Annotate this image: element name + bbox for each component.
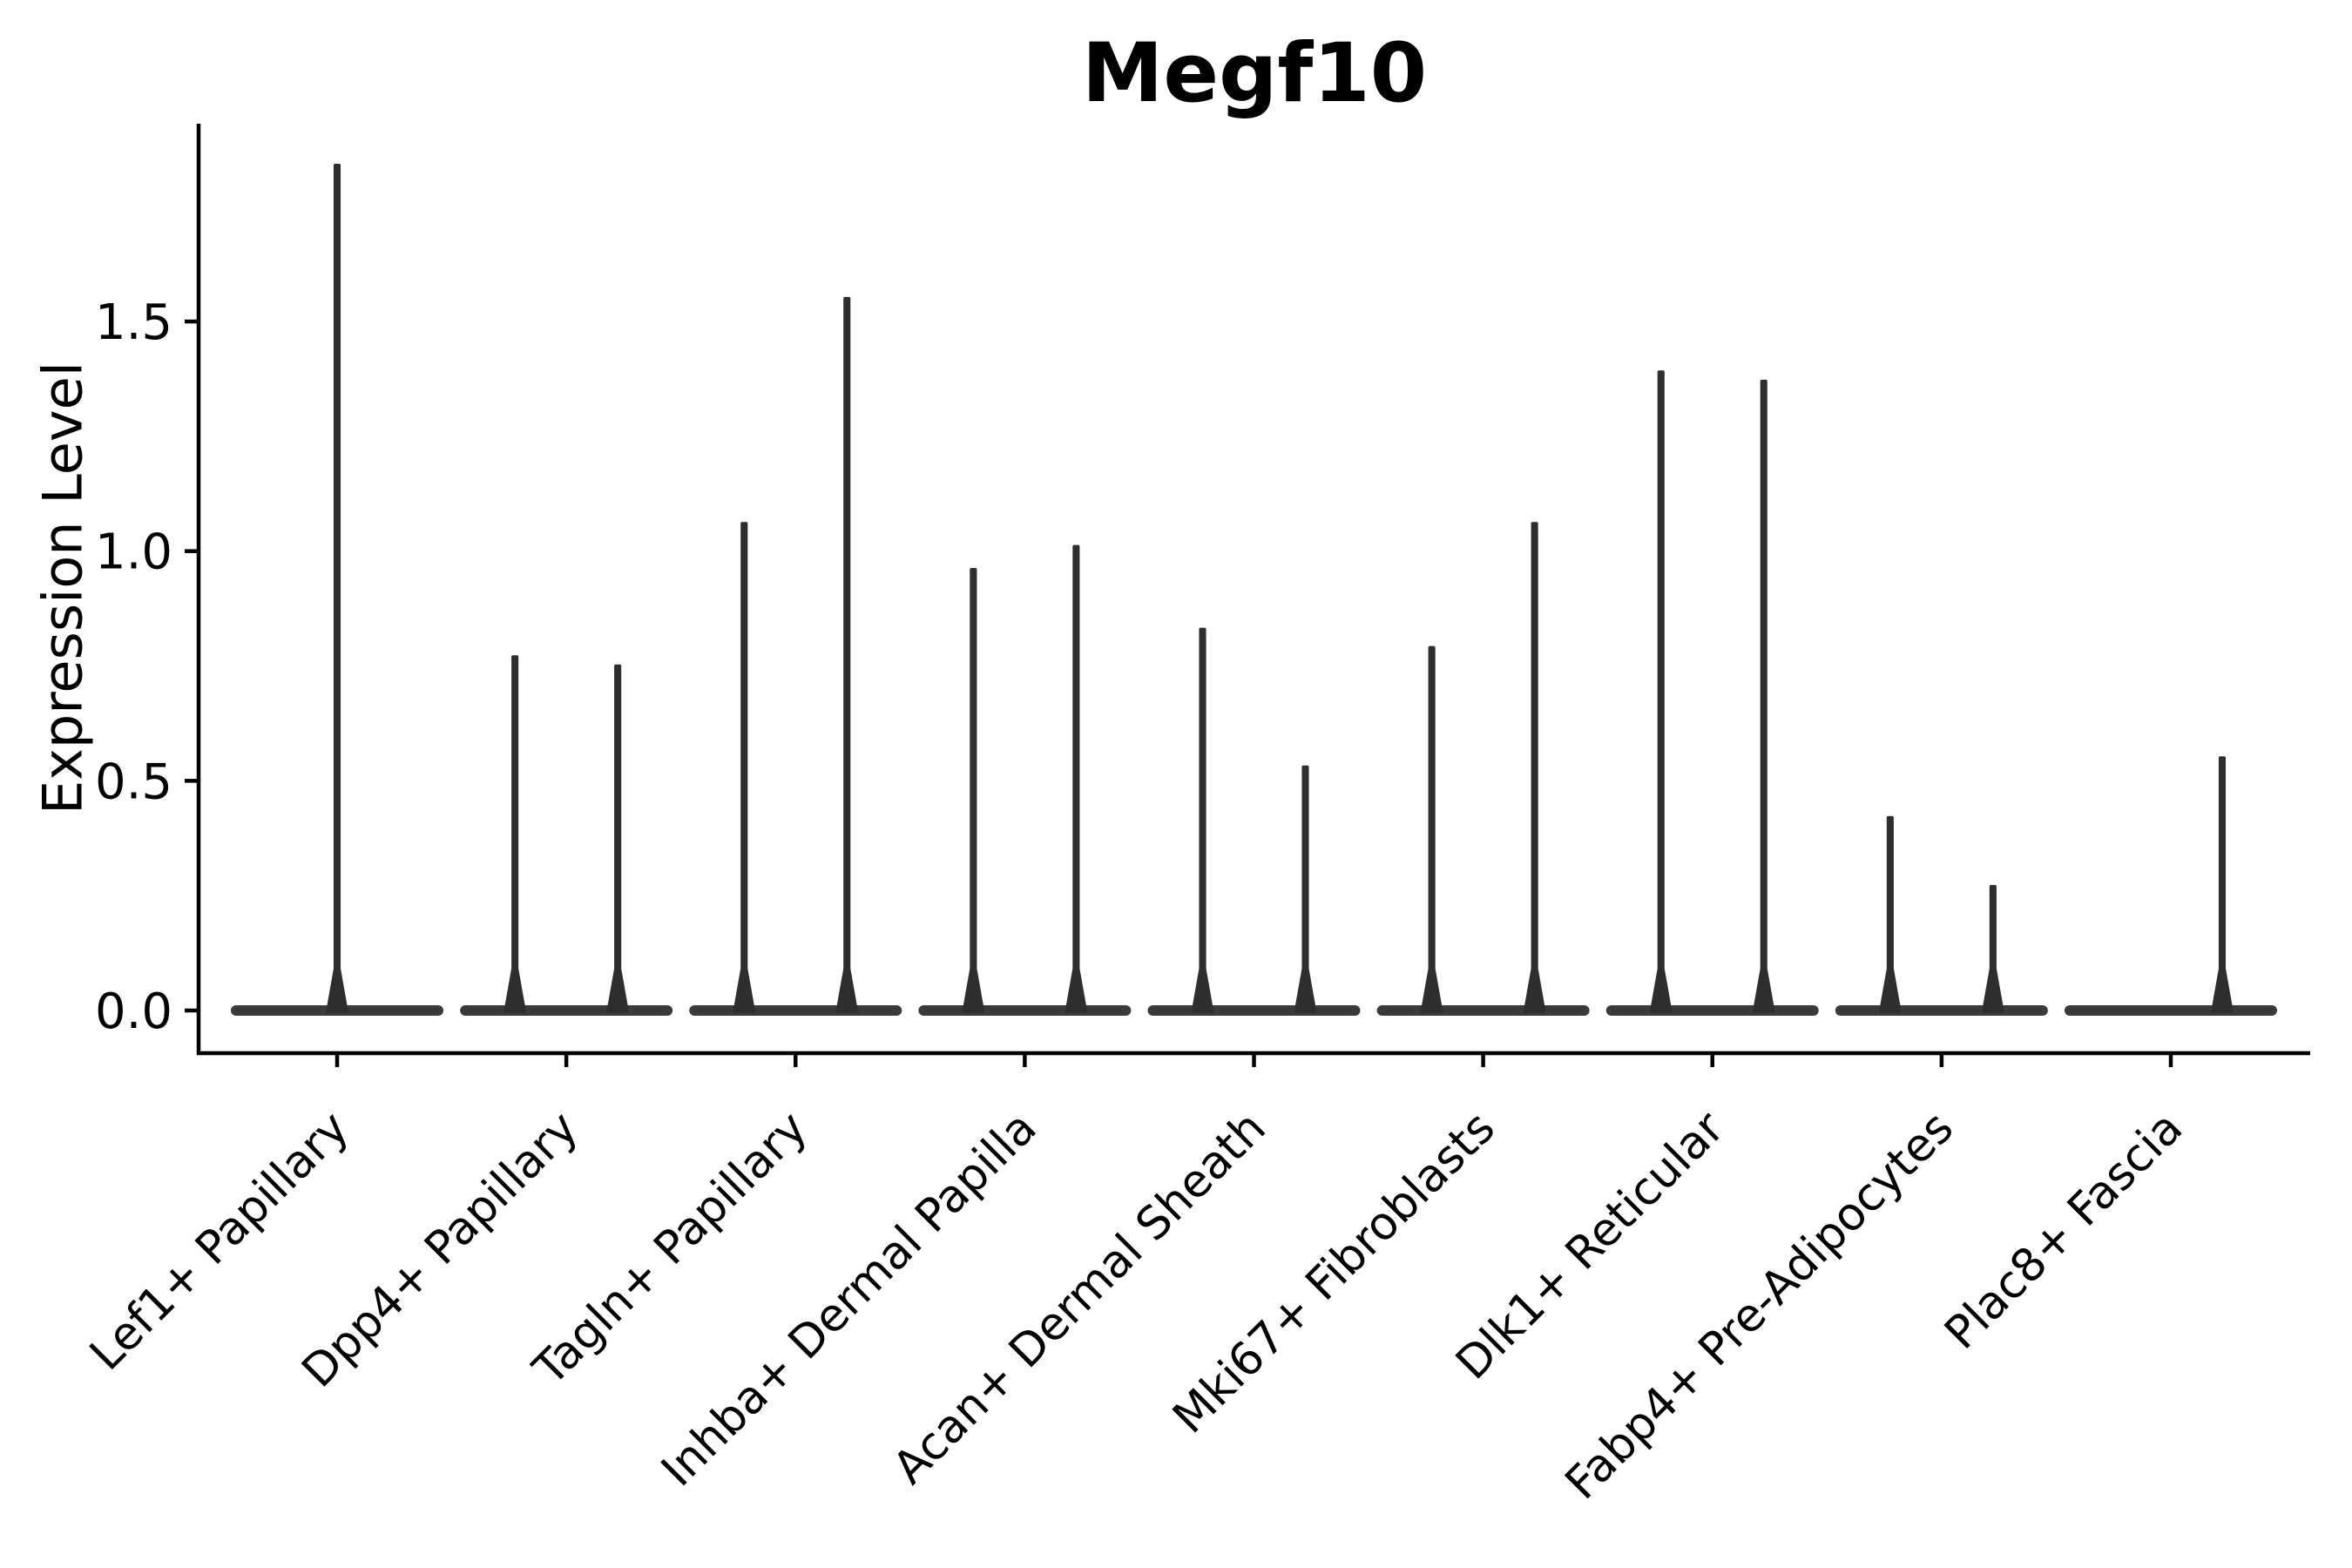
expression-spike: [1753, 379, 1775, 1013]
x-tick-label: Plac8+ Fascia: [1935, 1102, 2193, 1360]
expression-spike: [504, 655, 526, 1013]
expression-spike: [1191, 627, 1214, 1013]
expression-spike: [1064, 544, 1088, 1013]
expression-spike: [1294, 765, 1317, 1013]
x-tick-label: Fabp4+ Pre-Adipocytes: [1556, 1102, 1963, 1510]
y-tick-label: 0.0: [95, 983, 172, 1040]
expression-spike: [606, 664, 629, 1013]
y-tick-label: 1.0: [95, 524, 172, 581]
violin-baseline: [460, 1005, 673, 1016]
y-tick-label: 1.5: [95, 294, 172, 351]
violin-baseline: [1147, 1005, 1361, 1016]
expression-spike: [1650, 370, 1673, 1013]
violin-baseline: [689, 1005, 902, 1016]
violin-baseline: [1835, 1005, 2048, 1016]
violin-baseline: [918, 1005, 1132, 1016]
expression-spike: [1982, 884, 2004, 1013]
axes-spines: [196, 124, 2310, 1056]
violin-baseline: [1376, 1005, 1590, 1016]
violin-baseline: [2065, 1005, 2277, 1016]
x-tick-label: Inhba+ Dermal Papilla: [652, 1102, 1046, 1497]
chart-title: Megf10: [1081, 26, 1428, 121]
expression-spike: [1523, 522, 1546, 1013]
violin-baseline: [1605, 1005, 1819, 1016]
expression-spike: [835, 296, 858, 1013]
expression-spike: [2211, 756, 2234, 1013]
expression-spike: [962, 568, 985, 1013]
expression-spike: [1879, 815, 1902, 1013]
expression-spike: [1420, 645, 1443, 1013]
expression-spike: [326, 164, 348, 1013]
x-tick-label: Acan+ Dermal Sheath: [883, 1102, 1276, 1495]
y-tick-label: 0.5: [95, 754, 172, 810]
expression-spike: [733, 522, 755, 1013]
